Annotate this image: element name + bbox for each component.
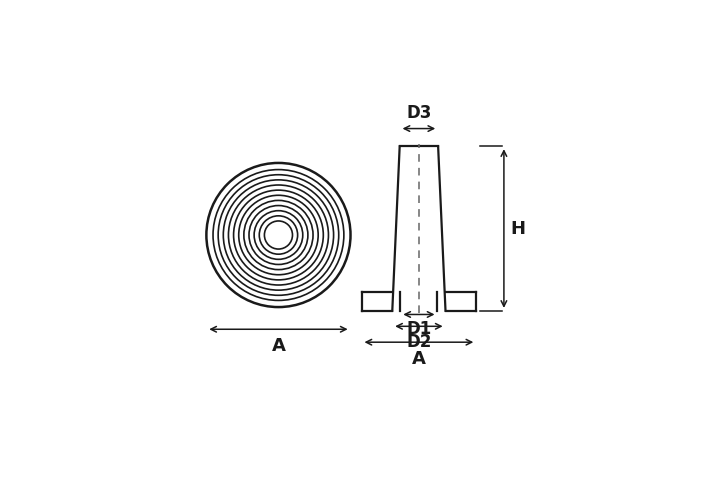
Text: D3: D3 (406, 104, 431, 122)
Text: A: A (412, 349, 426, 368)
Text: D2: D2 (406, 333, 431, 351)
Text: H: H (510, 219, 526, 238)
Text: D1: D1 (406, 320, 431, 338)
Text: A: A (271, 337, 285, 355)
